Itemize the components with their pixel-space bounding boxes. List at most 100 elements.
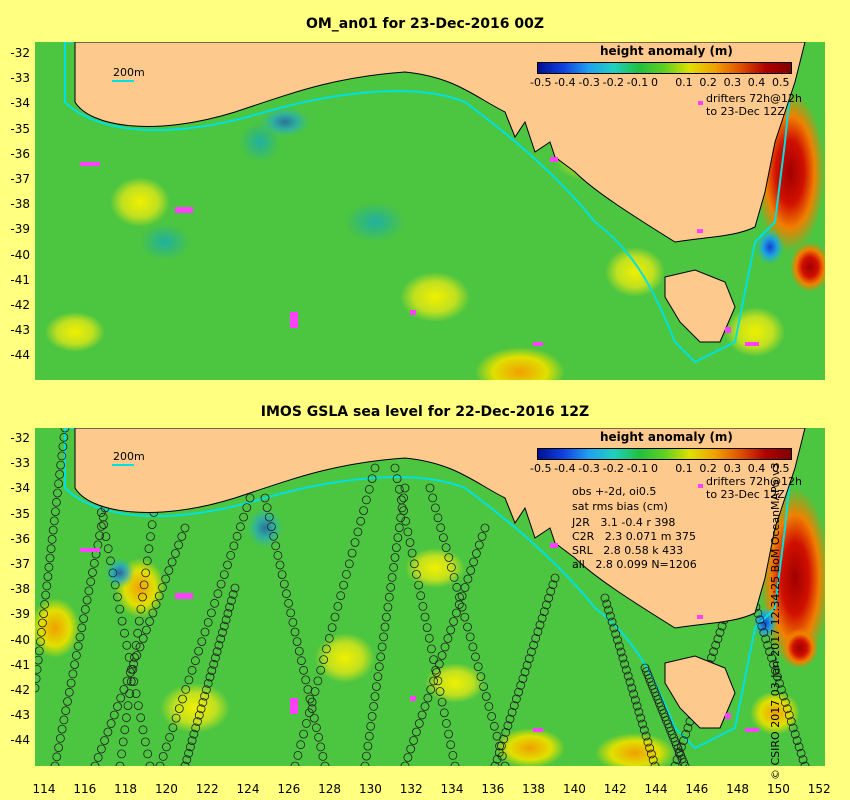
latitude-label: -32 — [10, 46, 30, 60]
longitude-label: 118 — [114, 782, 138, 796]
colorbar-tick: 0.1 — [675, 76, 693, 89]
latitude-label: -44 — [10, 348, 30, 363]
stats-row-c2r: C2R 2.3 0.071 m 375 — [572, 530, 696, 543]
longitude-label: 116 — [73, 782, 97, 796]
top-shelf-line — [64, 42, 797, 364]
longitude-label: 122 — [195, 782, 219, 796]
bottom-anomaly-blobs — [35, 488, 825, 766]
top-map[interactable] — [35, 42, 825, 380]
longitude-label: 140 — [562, 782, 586, 796]
latitude-label: -44 — [10, 733, 30, 748]
top-drifter-legend-1: drifters 72h@12h — [706, 92, 803, 105]
colorbar-tick: -0.3 — [578, 76, 600, 89]
latitude-label: -38 — [10, 582, 30, 597]
latitude-label: -40 — [10, 632, 30, 647]
colorbar-tick: 0.3 — [723, 462, 742, 475]
top-colorbar-title: height anomaly (m) — [600, 44, 733, 58]
longitude-label: 148 — [726, 782, 750, 796]
top-drifter-legend-2: to 23-Dec 12Z — [706, 105, 785, 118]
latitude-label: -40 — [10, 247, 30, 262]
latitude-label: -42 — [10, 683, 30, 697]
top-australia-land — [74, 42, 806, 243]
top-colorbar — [537, 62, 792, 74]
bottom-colorbar-title: height anomaly (m) — [600, 430, 733, 444]
colorbar-tick: -0.5 — [530, 76, 552, 89]
latitude-label: -42 — [10, 298, 30, 312]
colorbar-tick: 0.5 — [772, 76, 790, 89]
stats-row-all: all 2.8 0.099 N=1206 — [572, 558, 697, 571]
longitude-label: 126 — [277, 782, 301, 796]
stats-row-srl: SRL 2.8 0.58 k 433 — [572, 544, 684, 557]
longitude-label: 132 — [399, 782, 423, 796]
latitude-label: -37 — [10, 557, 30, 571]
colorbar-tick: 0.2 — [699, 76, 717, 89]
bottom-panel-title: IMOS GSLA sea level for 22-Dec-2016 12Z — [260, 404, 590, 420]
bottom-drifter-tracks — [80, 543, 759, 732]
bottom-drifter-legend-2: to 23-Dec 12Z — [706, 488, 785, 501]
bottom-colorbar — [537, 448, 792, 460]
colorbar-tick: 0.4 — [747, 76, 766, 89]
latitude-label: -34 — [10, 481, 30, 496]
colorbar-tick: 0.4 — [747, 462, 766, 475]
longitude-label: 114 — [32, 782, 56, 796]
latitude-label: -38 — [10, 197, 30, 212]
longitude-label: 128 — [318, 782, 342, 796]
colorbar-tick: -0.4 — [554, 462, 576, 475]
colorbar-tick: -0.5 — [530, 462, 552, 475]
colorbar-tick: 0.2 — [699, 462, 717, 475]
top-drifter-tracks — [80, 157, 759, 346]
top-scale-label: 200m — [113, 66, 145, 79]
longitude-label: 146 — [685, 782, 709, 796]
latitude-label: -36 — [10, 146, 30, 161]
colorbar-tick: 0.3 — [723, 76, 742, 89]
bottom-map[interactable] — [35, 428, 825, 766]
latitude-label: -41 — [10, 657, 30, 672]
longitude-label: 136 — [481, 782, 505, 796]
top-panel-title: OM_an01 for 23-Dec-2016 00Z — [305, 16, 545, 32]
colorbar-tick: -0.1 — [626, 462, 649, 475]
longitude-label: 144 — [644, 782, 668, 796]
colorbar-tick: -0.1 — [626, 76, 649, 89]
latitude-label: -33 — [10, 456, 30, 471]
latitude-label: -34 — [10, 96, 30, 111]
longitude-label: 124 — [236, 782, 260, 796]
latitude-label: -39 — [10, 222, 30, 237]
longitude-label: 152 — [807, 782, 831, 796]
copyright-text: © CSIRO 2017 03-Jan-2017 12:34:25 BoM Oc… — [769, 462, 782, 780]
latitude-label: -43 — [10, 323, 30, 338]
stats-row-j2r: J2R 3.1 -0.4 r 398 — [572, 516, 676, 529]
longitude-label: 134 — [440, 782, 464, 796]
latitude-label: -33 — [10, 71, 30, 86]
longitude-label: 120 — [154, 782, 178, 796]
latitude-label: -32 — [10, 431, 30, 445]
colorbar-tick: 0.1 — [675, 462, 693, 475]
bottom-australia-land — [74, 428, 806, 629]
colorbar-tick: 0 — [651, 462, 658, 475]
top-tasmania-land — [664, 269, 736, 343]
bottom-scale-line — [112, 464, 134, 466]
longitude-label: 150 — [766, 782, 790, 796]
colorbar-tick: -0.3 — [578, 462, 600, 475]
bottom-drifter-legend-1: drifters 72h@12h — [706, 475, 803, 488]
colorbar-tick: 0.5 — [772, 462, 790, 475]
latitude-label: -43 — [10, 708, 30, 723]
satellite-tracks — [35, 428, 810, 766]
colorbar-tick: 0 — [651, 76, 658, 89]
bottom-tasmania-land — [664, 655, 736, 729]
sat-rms-header: sat rms bias (cm) — [572, 500, 668, 513]
top-scale-line — [112, 80, 134, 82]
latitude-label: -41 — [10, 272, 30, 287]
longitude-label: 130 — [358, 782, 382, 796]
obs-window-text: obs +-2d, oi0.5 — [572, 485, 657, 498]
bottom-drifter-legend-marker — [698, 484, 703, 488]
latitude-label: -36 — [10, 531, 30, 546]
latitude-label: -39 — [10, 607, 30, 622]
latitude-label: -35 — [10, 506, 30, 521]
colorbar-tick: -0.2 — [602, 76, 625, 89]
longitude-label: 138 — [522, 782, 546, 796]
top-drifter-legend-marker — [698, 101, 703, 105]
latitude-label: -35 — [10, 121, 30, 136]
colorbar-tick: -0.2 — [602, 462, 625, 475]
latitude-label: -37 — [10, 172, 30, 186]
bottom-scale-label: 200m — [113, 450, 145, 463]
